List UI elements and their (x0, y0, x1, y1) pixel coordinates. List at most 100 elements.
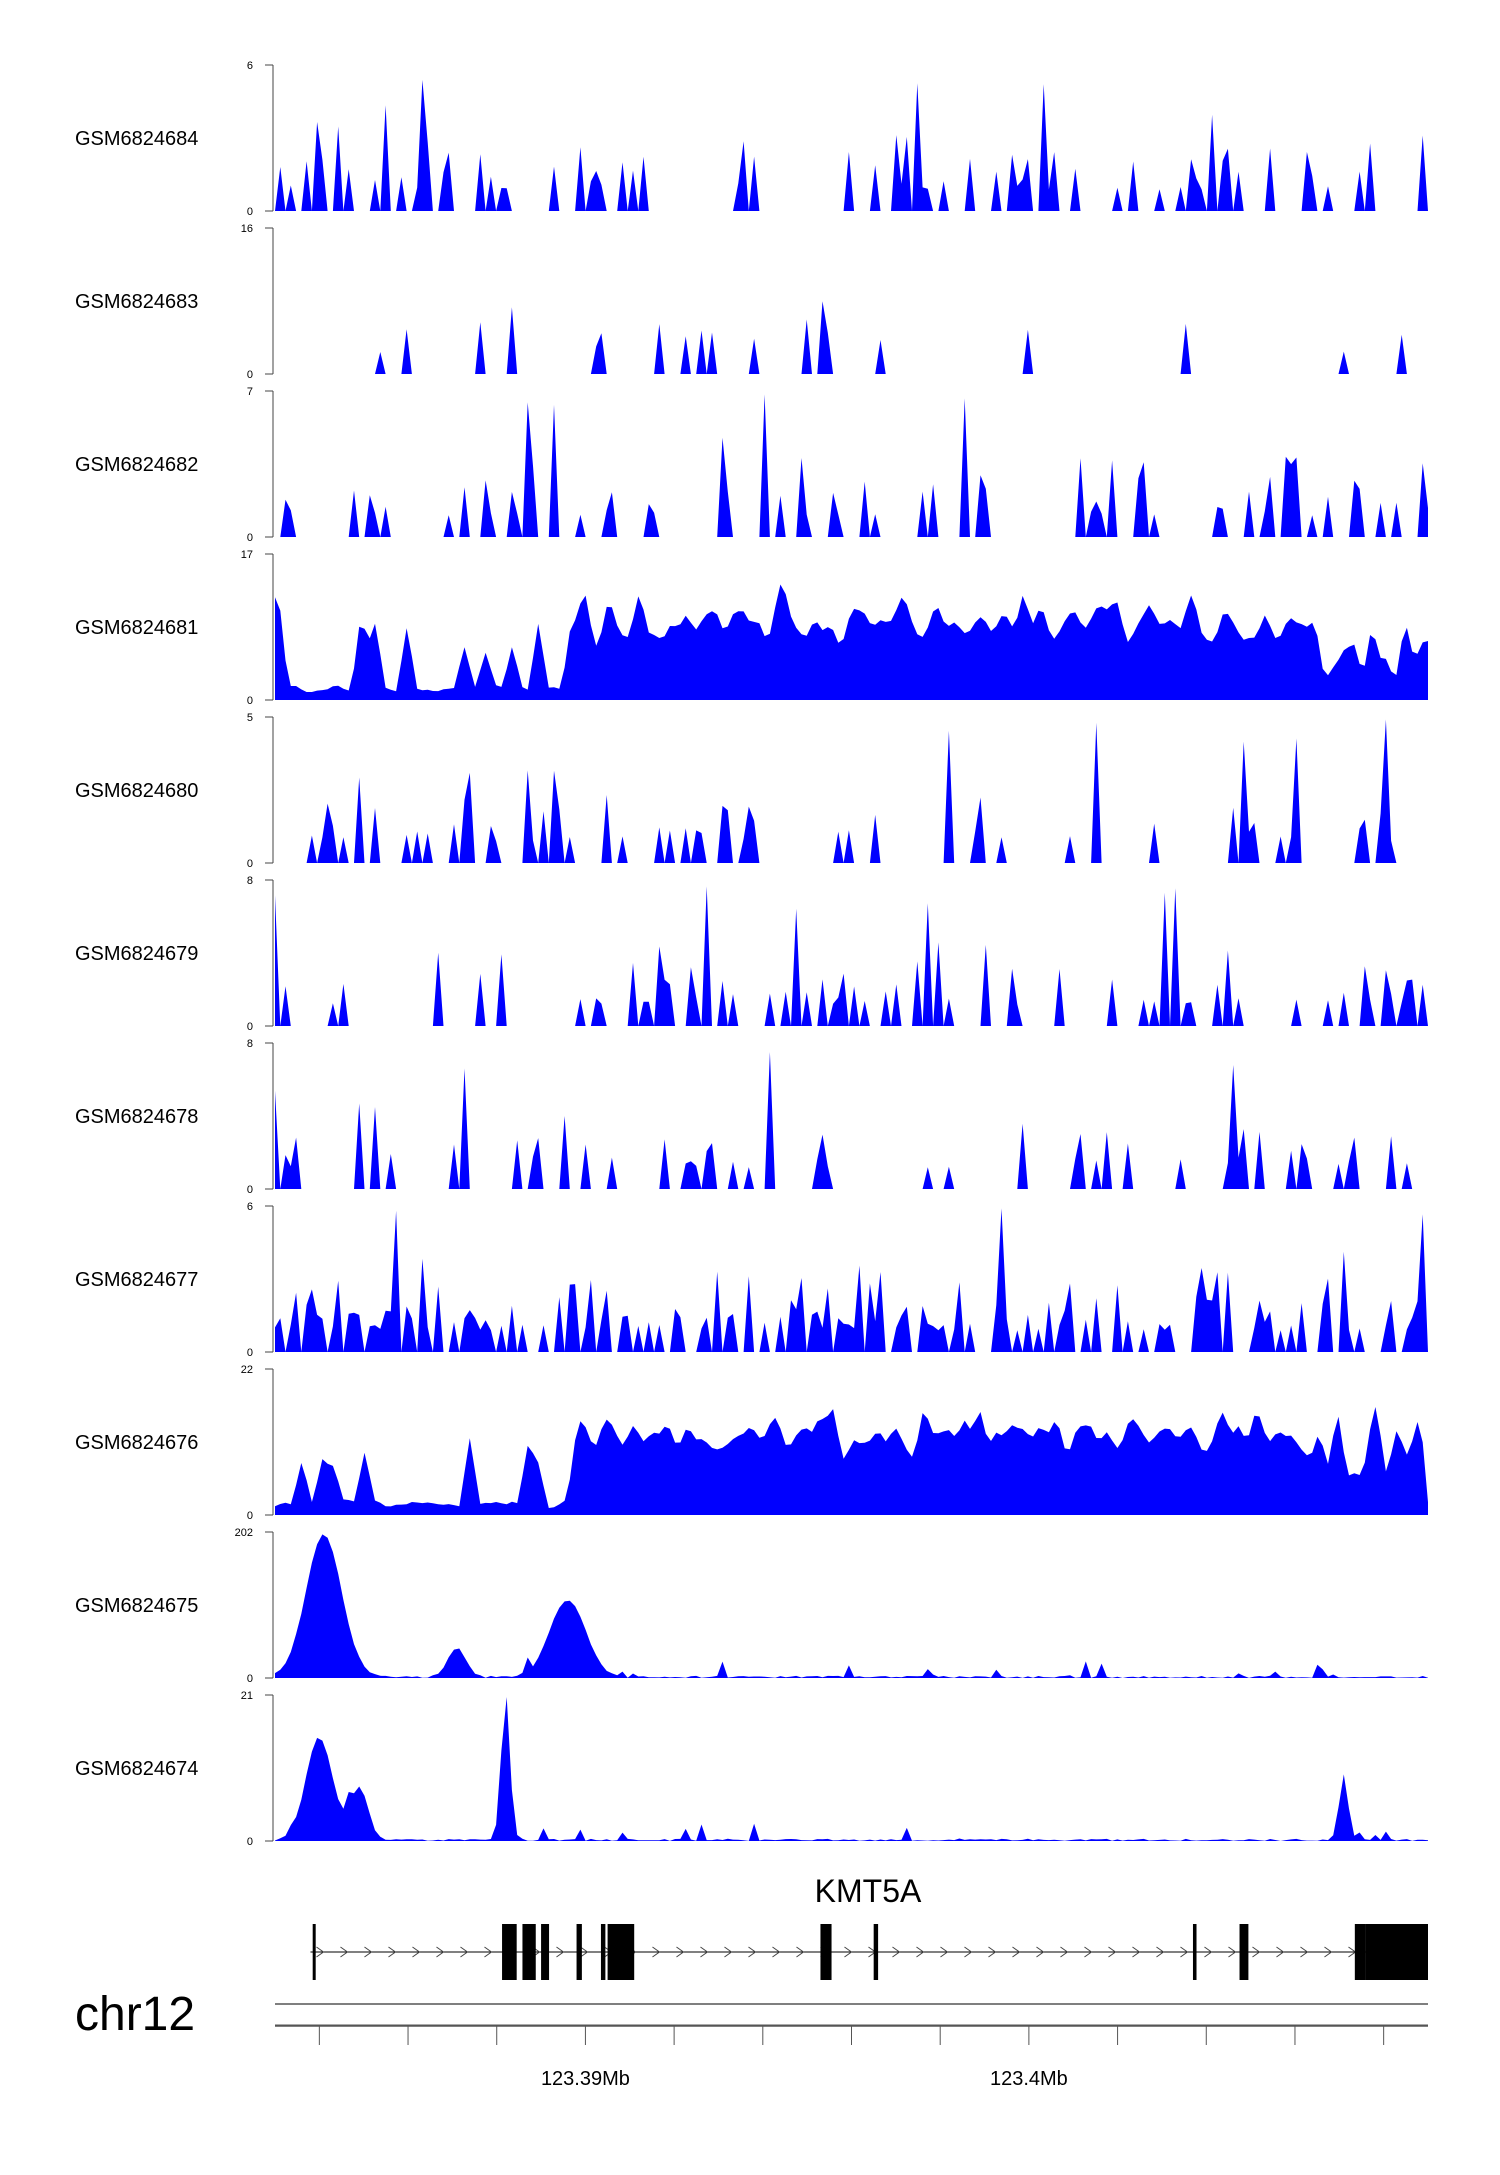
exon-1 (312, 1924, 316, 1980)
y-max-label-GSM6824679: 8 (247, 875, 253, 887)
y-max-label-GSM6824683: 16 (241, 223, 253, 235)
track-label-GSM6824674: GSM6824674 (75, 1758, 198, 1780)
coverage-area-GSM6824684 (275, 79, 1428, 212)
y-min-label-GSM6824678: 0 (247, 1184, 253, 1196)
y-min-label-GSM6824682: 0 (247, 532, 253, 544)
x-tick-label: 123.4Mb (990, 2068, 1068, 2090)
strand-arrow (892, 1946, 901, 1958)
y-min-label-GSM6824677: 0 (247, 1347, 253, 1359)
strand-arrow (1300, 1946, 1309, 1958)
coverage-area-GSM6824676 (275, 1407, 1428, 1515)
strand-arrow (388, 1946, 397, 1958)
strand-arrow (1252, 1946, 1261, 1958)
strand-arrow (1012, 1946, 1021, 1958)
track-label-GSM6824684: GSM6824684 (75, 128, 198, 150)
coverage-area-GSM6824677 (275, 1208, 1428, 1352)
strand-arrow (700, 1946, 709, 1958)
track-label-GSM6824678: GSM6824678 (75, 1106, 198, 1128)
strand-arrow (340, 1946, 349, 1958)
exon-4 (541, 1924, 550, 1980)
y-max-label-GSM6824680: 5 (247, 712, 253, 724)
track-label-GSM6824682: GSM6824682 (75, 454, 198, 476)
track-label-GSM6824679: GSM6824679 (75, 943, 198, 965)
track-label-GSM6824676: GSM6824676 (75, 1432, 198, 1454)
track-label-GSM6824683: GSM6824683 (75, 291, 198, 313)
exon-13 (1365, 1924, 1428, 1980)
coverage-area-GSM6824674 (275, 1697, 1428, 1841)
y-max-label-GSM6824674: 21 (241, 1690, 253, 1702)
strand-arrow (316, 1946, 325, 1958)
strand-arrow (796, 1946, 805, 1958)
strand-arrow (916, 1946, 925, 1958)
strand-arrow (1324, 1946, 1333, 1958)
y-min-label-GSM6824676: 0 (247, 1510, 253, 1522)
y-max-label-GSM6824681: 17 (241, 549, 253, 561)
exon-8 (820, 1924, 832, 1980)
y-max-label-GSM6824677: 6 (247, 1201, 253, 1213)
y-min-label-GSM6824681: 0 (247, 695, 253, 707)
y-max-label-GSM6824684: 6 (247, 60, 253, 72)
track-label-GSM6824677: GSM6824677 (75, 1269, 198, 1291)
strand-arrow (748, 1946, 757, 1958)
track-label-GSM6824681: GSM6824681 (75, 617, 198, 639)
gene-label: KMT5A (815, 1873, 922, 1909)
strand-arrow (412, 1946, 421, 1958)
exon-5 (576, 1924, 582, 1980)
exon-11 (1239, 1924, 1249, 1980)
y-max-label-GSM6824682: 7 (247, 386, 253, 398)
y-min-label-GSM6824680: 0 (247, 858, 253, 870)
strand-arrow (964, 1946, 973, 1958)
strand-arrow (772, 1946, 781, 1958)
strand-arrow (676, 1946, 685, 1958)
y-max-label-GSM6824678: 8 (247, 1038, 253, 1050)
coverage-area-GSM6824682 (275, 394, 1428, 537)
exon-6 (600, 1924, 606, 1980)
strand-arrow (1156, 1946, 1165, 1958)
track-label-GSM6824675: GSM6824675 (75, 1595, 198, 1617)
y-min-label-GSM6824679: 0 (247, 1021, 253, 1033)
strand-arrow (1228, 1946, 1237, 1958)
strand-arrow (436, 1946, 445, 1958)
exon-9 (873, 1924, 879, 1980)
coverage-area-GSM6824680 (275, 719, 1428, 863)
exon-7 (607, 1924, 635, 1980)
coverage-area-GSM6824679 (275, 886, 1428, 1026)
exon-10 (1192, 1924, 1197, 1980)
coverage-area-GSM6824681 (275, 584, 1428, 700)
strand-arrow (1084, 1946, 1093, 1958)
y-max-label-GSM6824675: 202 (235, 1527, 253, 1539)
strand-arrow (1060, 1946, 1069, 1958)
y-max-label-GSM6824676: 22 (241, 1364, 253, 1376)
strand-arrow (652, 1946, 661, 1958)
exon-12 (1354, 1924, 1366, 1980)
strand-arrow (484, 1946, 493, 1958)
exon-2 (502, 1924, 517, 1980)
y-min-label-GSM6824674: 0 (247, 1836, 253, 1848)
strand-arrow (1276, 1946, 1285, 1958)
strand-arrow (988, 1946, 997, 1958)
strand-arrow (556, 1946, 565, 1958)
y-min-label-GSM6824684: 0 (247, 206, 253, 218)
strand-arrow (1204, 1946, 1213, 1958)
coverage-area-GSM6824678 (275, 1052, 1428, 1189)
strand-arrow (580, 1946, 589, 1958)
strand-arrow (1180, 1946, 1189, 1958)
strand-arrow (460, 1946, 469, 1958)
chromosome-label: chr12 (75, 1988, 195, 2041)
strand-arrow (1036, 1946, 1045, 1958)
strand-arrow (1108, 1946, 1117, 1958)
coverage-area-GSM6824683 (275, 301, 1428, 374)
y-min-label-GSM6824683: 0 (247, 369, 253, 381)
strand-arrow (364, 1946, 373, 1958)
strand-arrow (1132, 1946, 1141, 1958)
exon-3 (522, 1924, 536, 1980)
strand-arrow (844, 1946, 853, 1958)
x-tick-label: 123.39Mb (541, 2068, 630, 2090)
y-min-label-GSM6824675: 0 (247, 1673, 253, 1685)
coverage-area-GSM6824675 (275, 1534, 1428, 1678)
strand-arrow (940, 1946, 949, 1958)
track-label-GSM6824680: GSM6824680 (75, 780, 198, 802)
strand-arrow (724, 1946, 733, 1958)
